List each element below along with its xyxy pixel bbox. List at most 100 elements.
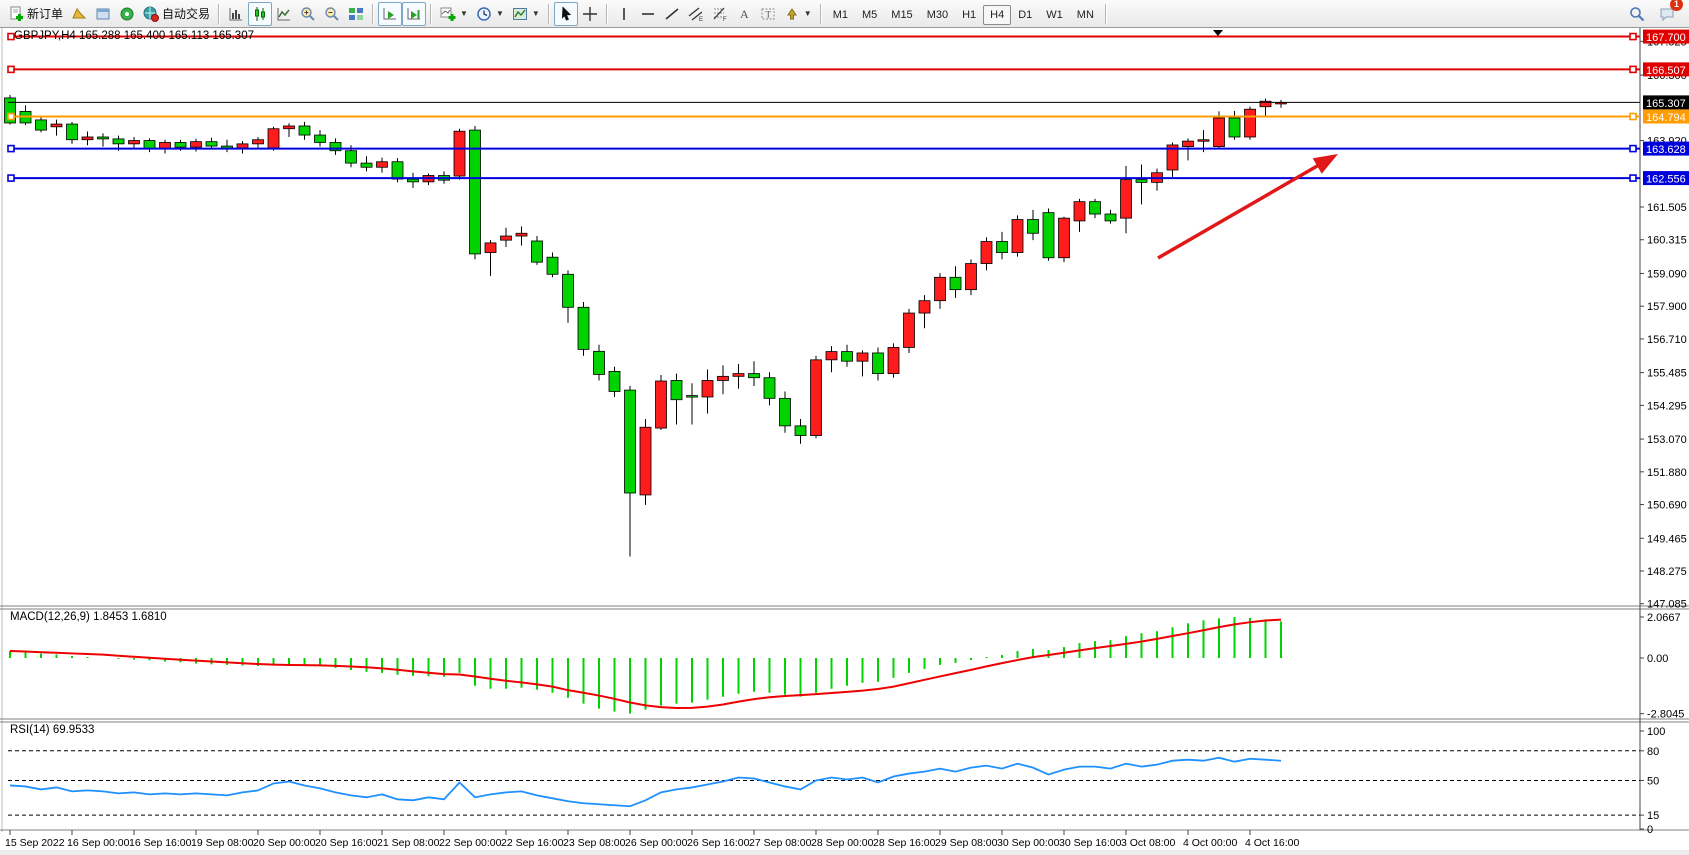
candle-up [810, 359, 822, 436]
time-tick-label: 26 Sep 00:00 [625, 837, 688, 849]
zoom-in-button[interactable] [296, 2, 320, 26]
candle-down [66, 123, 78, 141]
level-lines-group: 167.700 166.507 165.307 164.794 163.628 162.5… [7, 29, 1689, 186]
time-tick-label: 28 Sep 16:00 [873, 837, 936, 849]
template-button[interactable]: ▼ [508, 2, 544, 26]
notifications-button[interactable]: 1 [1655, 0, 1683, 26]
trend-arrow-line[interactable] [1157, 159, 1327, 260]
candle-up [1182, 140, 1194, 148]
line-handle[interactable] [1629, 112, 1637, 121]
new-order-button[interactable]: 新订单 [4, 2, 67, 26]
search-button[interactable] [1625, 2, 1649, 26]
navigator-button[interactable] [115, 2, 139, 26]
autotrade-button[interactable]: 自动交易 [139, 2, 214, 26]
candle-up [1244, 108, 1256, 138]
timeframe-button-M15[interactable]: M15 [891, 8, 913, 21]
line-handle[interactable] [1629, 65, 1637, 74]
toolbar-separator [430, 3, 433, 24]
new-order-icon [8, 6, 24, 22]
candle-down [608, 370, 621, 392]
svg-text:F: F [723, 17, 727, 22]
candle-chart-type-button[interactable] [248, 1, 273, 26]
line-handle[interactable] [1629, 174, 1637, 182]
line-handle[interactable] [7, 112, 15, 121]
clock-icon [476, 6, 492, 22]
cursor-icon [558, 5, 574, 22]
auto-scroll-button[interactable] [378, 1, 403, 26]
candlestick-chart-icon [252, 6, 268, 22]
autotrade-icon [143, 6, 160, 22]
svg-text:E: E [699, 17, 703, 22]
cursor-tool-button[interactable] [553, 1, 578, 26]
timeframe-button-H4[interactable]: H4 [983, 4, 1012, 25]
line-handle[interactable] [1629, 32, 1637, 41]
autotrade-label: 自动交易 [162, 7, 211, 21]
add-indicator-button[interactable]: ▼ [436, 2, 472, 26]
text-tool-button[interactable]: A [732, 2, 756, 26]
rsi-tick-label: 15 [1647, 810, 1659, 822]
channel-tool-button[interactable]: E [684, 2, 708, 26]
chart-stage[interactable]: 167.525166.300163.920161.505160.315159.0… [0, 28, 1689, 855]
time-tick-label: 4 Oct 00:00 [1183, 837, 1237, 849]
add-indicator-icon [440, 6, 456, 22]
bar-chart-type-button[interactable] [224, 2, 248, 26]
price-level-label: 167.700 [1646, 32, 1686, 44]
toolbar-separator [547, 3, 550, 24]
text-label-tool-button[interactable]: T [756, 2, 780, 26]
arrows-tool-button[interactable]: ▼ [780, 2, 816, 26]
timeframe-button-M1[interactable]: M1 [832, 8, 848, 21]
line-handle[interactable] [7, 32, 15, 41]
candle-down [469, 129, 481, 255]
line-handle[interactable] [7, 65, 15, 74]
zoom-in-icon [300, 6, 316, 22]
candle-up [1213, 117, 1225, 148]
timeframe-button-W1[interactable]: W1 [1046, 8, 1063, 21]
chart-shift-button[interactable] [402, 1, 427, 26]
zoom-out-icon [324, 6, 340, 22]
macd-tick-label: 2.0667 [1647, 612, 1681, 624]
time-tick-label: 30 Sep 00:00 [997, 837, 1060, 849]
macd-group: 2.0667 0.00 -2.8045 [9, 612, 1684, 721]
price-level-label-bg [1643, 171, 1689, 186]
macd-tick-label: 0.00 [1647, 653, 1668, 665]
trendline-tool-button[interactable] [660, 2, 684, 26]
price-tick-label: 159.090 [1647, 268, 1687, 280]
trend-arrow-head[interactable] [1312, 154, 1338, 174]
candle-up [1259, 100, 1272, 108]
rsi-tick-label: 50 [1647, 776, 1659, 788]
timeframe-button-M30[interactable]: M30 [926, 8, 949, 21]
new-order-label: 新订单 [27, 7, 64, 21]
timeframe-button-H1[interactable]: H1 [962, 8, 977, 21]
line-handle[interactable] [1629, 144, 1637, 153]
chart-shift-marker[interactable] [1213, 30, 1223, 36]
data-window-button[interactable] [91, 2, 115, 26]
horizontal-line-tool-button[interactable] [636, 2, 660, 26]
time-tick-label: 30 Sep 16:00 [1059, 837, 1122, 849]
dropdown-caret-icon: ▼ [460, 9, 468, 18]
svg-text:T: T [765, 9, 771, 19]
candle-up [965, 263, 977, 291]
line-chart-type-button[interactable] [272, 2, 296, 26]
vertical-line-tool-button[interactable] [612, 2, 636, 26]
timeframe-button-M5[interactable]: M5 [862, 8, 878, 21]
line-handle[interactable] [7, 144, 15, 153]
tile-windows-button[interactable] [344, 2, 368, 26]
status-strip [0, 850, 1689, 855]
price-tick-label: 151.880 [1647, 467, 1687, 479]
market-watch-button[interactable] [67, 2, 91, 26]
zoom-out-button[interactable] [320, 2, 344, 26]
chart-canvas[interactable]: 167.525166.300163.920161.505160.315159.0… [0, 28, 1689, 855]
timeframe-button-MN[interactable]: MN [1076, 8, 1094, 21]
crosshair-tool-button[interactable] [578, 2, 602, 26]
fibonacci-tool-button[interactable]: F [708, 2, 732, 26]
candles-group [4, 94, 1287, 557]
periodicity-button[interactable]: ▼ [472, 2, 508, 26]
candle-up [1073, 201, 1086, 222]
line-handle[interactable] [7, 174, 15, 182]
candle-down [841, 351, 853, 362]
time-axis-group: 15 Sep 2022 16 Sep 00:00 16 Sep 16:00 19 Se… [5, 830, 1299, 849]
timeframe-button-D1[interactable]: D1 [1018, 8, 1033, 21]
svg-text:A: A [740, 7, 749, 21]
price-tick-label: 150.690 [1647, 500, 1687, 512]
candle-down [624, 389, 636, 494]
